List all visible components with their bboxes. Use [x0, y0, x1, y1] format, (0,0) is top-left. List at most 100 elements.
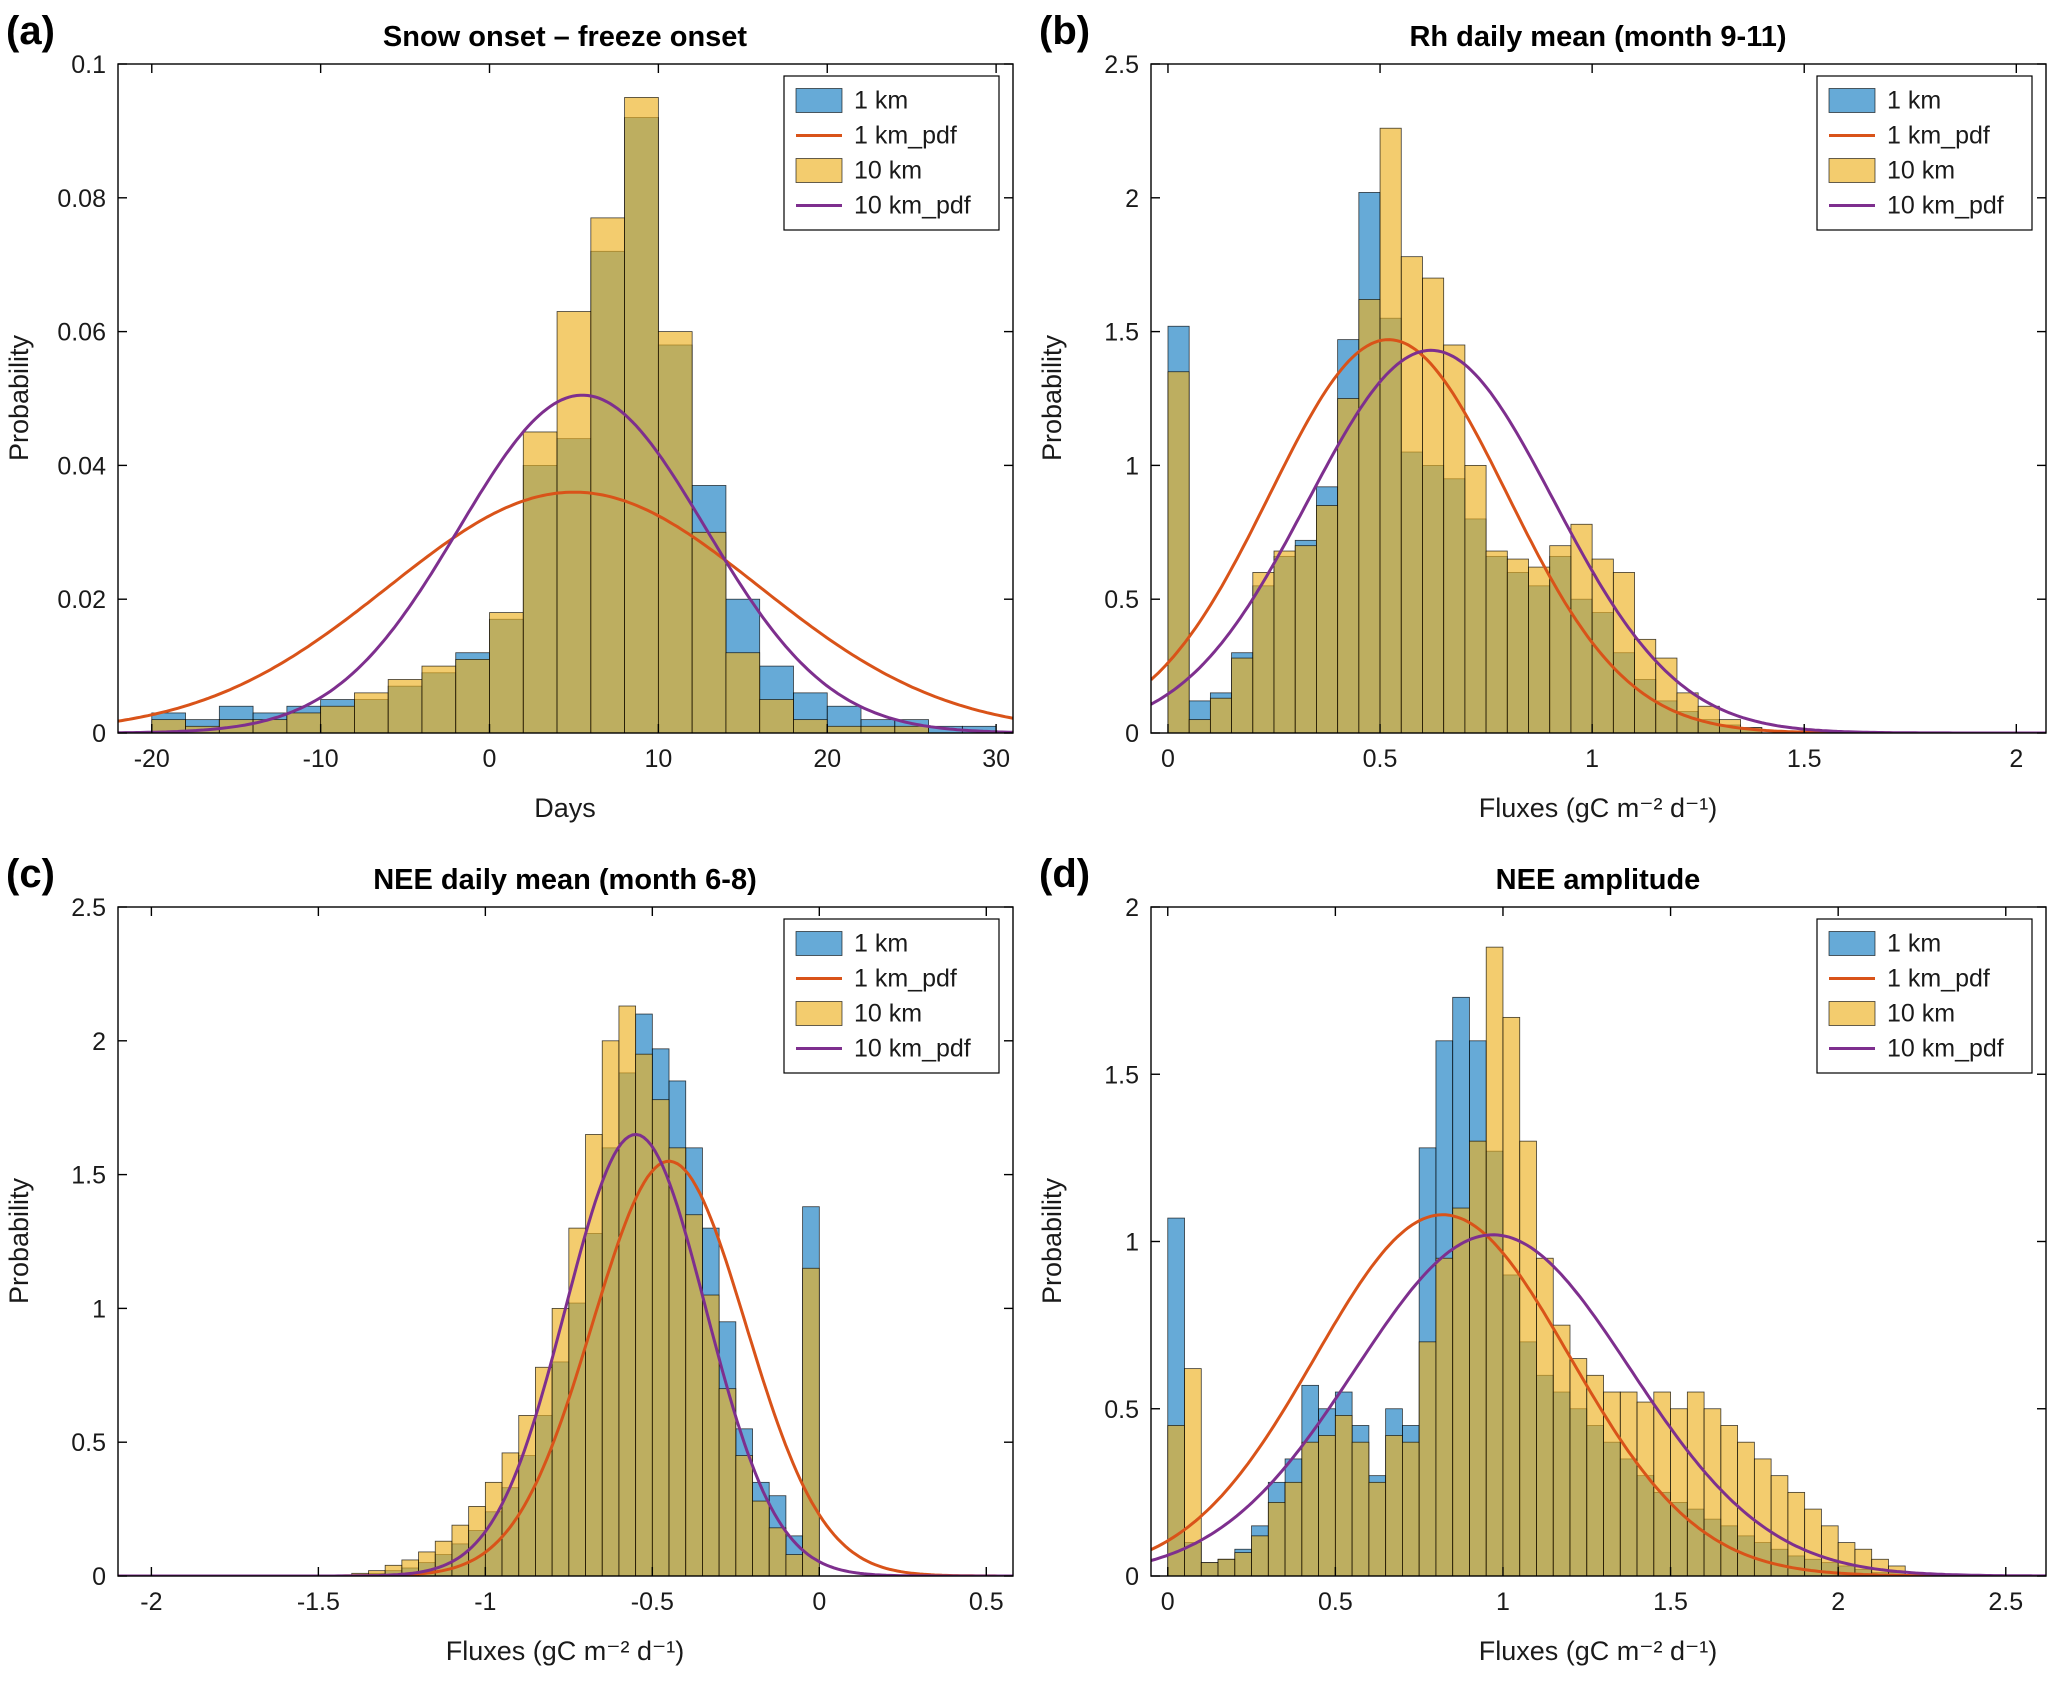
- histogram-bar: [768, 1527, 787, 1576]
- histogram-bar: [718, 1388, 737, 1576]
- histogram-bar: [1502, 1016, 1521, 1576]
- axes-box: [1150, 63, 2047, 734]
- histogram-bar: [320, 705, 355, 733]
- histogram-bar: [585, 1134, 603, 1576]
- histogram-bar: [455, 659, 490, 733]
- axes-box: [117, 906, 1014, 1577]
- histogram-bar: [1217, 1558, 1236, 1576]
- histogram-bar: [1636, 1401, 1655, 1576]
- legend-label: 1 km_pdf: [854, 965, 957, 993]
- histogram-bar: [1837, 1542, 1856, 1576]
- histogram-bar: [1787, 1491, 1806, 1576]
- x-tick-label: 0: [812, 1588, 826, 1616]
- y-tick-label: 1: [1125, 1229, 1139, 1257]
- legend-swatch: [795, 1001, 843, 1026]
- x-tick-label: 0: [1161, 1588, 1175, 1616]
- histogram-bar: [1506, 558, 1529, 733]
- histogram-bar: [387, 679, 423, 733]
- histogram-bar: [286, 712, 322, 733]
- histogram-bar: [1464, 464, 1487, 733]
- y-tick-label: 0.06: [57, 319, 106, 347]
- histogram-bar: [1294, 545, 1317, 733]
- histogram-bar: [802, 1267, 820, 1576]
- legend-label: 1 km_pdf: [854, 122, 957, 150]
- y-tick-label: 0: [1125, 720, 1139, 748]
- histogram-bar: [785, 1554, 804, 1576]
- y-tick-label: 0.5: [1104, 1396, 1139, 1424]
- x-tick-label: 1.5: [1653, 1588, 1688, 1616]
- histogram-bar: [1821, 1525, 1839, 1576]
- x-tick-label: -0.5: [631, 1588, 674, 1616]
- histogram-bar: [1401, 1441, 1420, 1576]
- y-tick-label: 0.04: [57, 452, 106, 480]
- histogram-bar: [354, 692, 389, 733]
- histogram-bar: [635, 1053, 653, 1576]
- legend-swatch: [1828, 1001, 1876, 1026]
- y-tick-label: 0.5: [71, 1429, 106, 1457]
- legend-swatch: [795, 931, 843, 956]
- histogram-bar: [1452, 1207, 1470, 1576]
- histogram-bar: [618, 1005, 637, 1576]
- y-tick-label: 0: [92, 1563, 106, 1591]
- x-tick-label: 0.5: [1363, 745, 1398, 773]
- histogram-bar: [421, 665, 457, 733]
- chart-snow-onset: -20 -10 0 10 20 30 0 0.02 0.04 0.06 0.08 0.1 1 km 1 k…: [4, 9, 1014, 823]
- histogram-bar: [1351, 1441, 1370, 1576]
- x-tick-label: -2: [140, 1588, 162, 1616]
- y-tick-label: 0: [92, 720, 106, 748]
- pdf-curve: [1151, 1233, 2046, 1576]
- histogram-bar: [1231, 657, 1254, 733]
- histogram-bar: [1586, 1374, 1604, 1576]
- panel-letter: (c): [6, 852, 55, 896]
- y-axis-label: Probability: [4, 334, 34, 461]
- chart-title: NEE amplitude: [1496, 864, 1701, 896]
- y-tick-label: 1.5: [71, 1162, 106, 1190]
- histogram-bar: [826, 725, 862, 733]
- x-axis-label: Days: [534, 793, 596, 823]
- chart-title: Rh daily mean (month 9-11): [1409, 21, 1786, 53]
- histogram-bar: [860, 725, 896, 733]
- histogram-bar: [1358, 299, 1381, 733]
- y-tick-label: 0.1: [71, 51, 106, 79]
- y-tick-label: 2: [1125, 185, 1139, 213]
- histogram-bar: [1334, 1415, 1353, 1576]
- legend-label: 10 km: [1887, 1000, 1955, 1028]
- y-tick-label: 0.5: [1104, 586, 1139, 614]
- histogram-bar: [1368, 1481, 1387, 1576]
- y-tick-label: 1: [92, 1295, 106, 1323]
- pdf-curve: [118, 1159, 1013, 1576]
- histogram-bar: [1209, 697, 1232, 733]
- histogram-bar: [1528, 566, 1551, 733]
- histogram-bar: [1200, 1562, 1219, 1576]
- x-tick-label: 10: [644, 745, 672, 773]
- histogram-bar: [556, 311, 592, 733]
- pdf-curve: [1151, 338, 2046, 733]
- x-tick-label: 30: [982, 745, 1010, 773]
- x-tick-label: 2: [1831, 1588, 1845, 1616]
- histogram-bar: [489, 612, 524, 733]
- panel-c: -2 -1.5 -1 -0.5 0 0.5 0 0.5 1 1.5 2 2.5 1 km 1 km_pdf…: [0, 843, 1033, 1686]
- y-axis-label: Probability: [4, 1177, 34, 1304]
- histogram-bar: [1301, 1441, 1319, 1576]
- legend-label: 1 km: [854, 930, 908, 958]
- legend-label: 1 km: [1887, 87, 1941, 115]
- y-tick-label: 2: [1125, 894, 1139, 922]
- x-tick-label: -1: [474, 1588, 496, 1616]
- histogram-bar: [1549, 545, 1572, 733]
- legend-swatch: [795, 88, 843, 113]
- histogram-bar: [1443, 344, 1466, 733]
- histogram-bar: [1569, 1358, 1588, 1576]
- histogram-bar: [894, 725, 929, 733]
- x-tick-label: 2: [2009, 745, 2023, 773]
- legend-label: 10 km: [854, 1000, 922, 1028]
- panel-letter: (d): [1039, 852, 1090, 896]
- chart-nee-amplitude: 0 0.5 1 1.5 2 2.5 0 0.5 1 1.5 2 1 km 1 km_pdf 10 km 10…: [1037, 852, 2047, 1666]
- histogram-bar: [624, 97, 659, 733]
- histogram-bar: [651, 1099, 670, 1576]
- histogram-bar: [1385, 1435, 1403, 1576]
- histogram-bar: [735, 1455, 753, 1576]
- chart-rh-daily-mean: 0 0.5 1 1.5 2 0 0.5 1 1.5 2 2.5 1 km 1 km_pdf 10 km 10…: [1037, 9, 2047, 823]
- histogram-bar: [1634, 638, 1657, 733]
- legend-swatch: [1828, 158, 1876, 183]
- legend-swatch: [1828, 88, 1876, 113]
